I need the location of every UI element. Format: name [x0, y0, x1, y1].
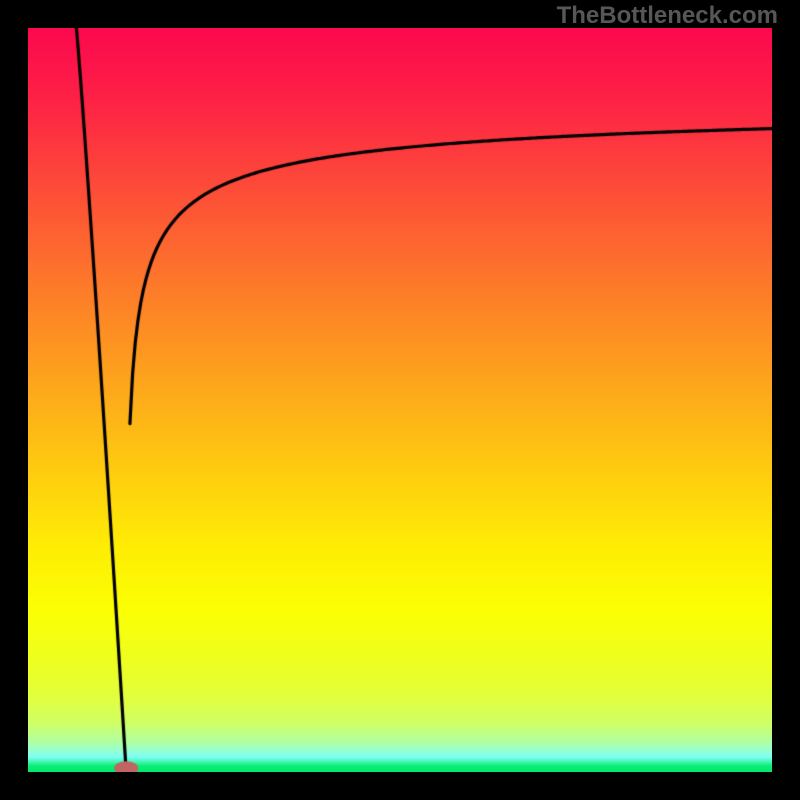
chart-root: TheBottleneck.com — [0, 0, 800, 800]
watermark-text: TheBottleneck.com — [557, 2, 778, 30]
bottleneck-chart-canvas — [28, 28, 772, 772]
